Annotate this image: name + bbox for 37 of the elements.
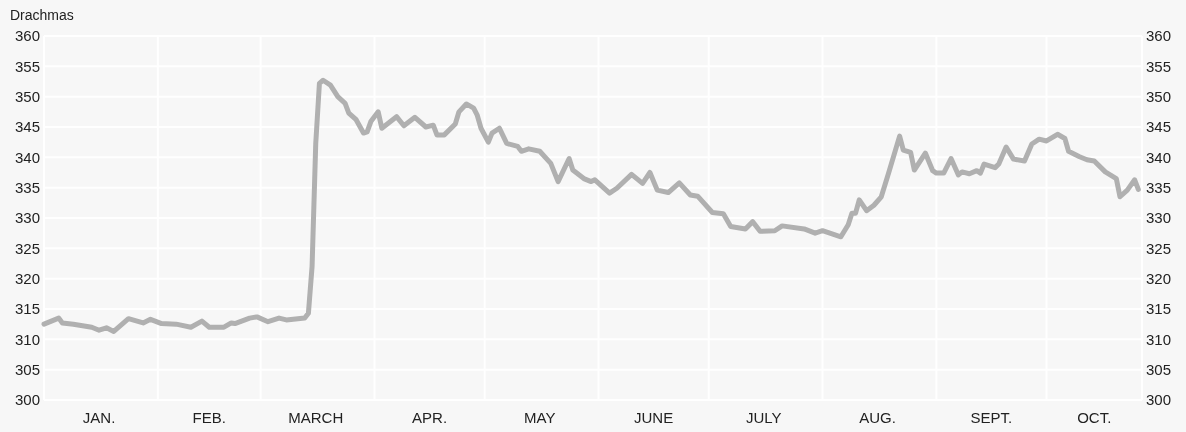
y-tick-label: 330 bbox=[14, 209, 40, 227]
y2-tick-label: 330 bbox=[1146, 209, 1172, 227]
y-tick-label: 350 bbox=[14, 87, 40, 105]
y2-tick-label: 345 bbox=[1146, 118, 1172, 136]
y2-tick-label: 300 bbox=[1146, 391, 1172, 409]
y2-tick-label: 320 bbox=[1146, 269, 1172, 287]
x-tick-label: JUNE bbox=[634, 409, 674, 426]
x-tick-label: SEPT. bbox=[970, 409, 1013, 426]
y-tick-label: 355 bbox=[14, 57, 40, 75]
y2-tick-label: 340 bbox=[1146, 148, 1172, 166]
y-tick-label: 360 bbox=[14, 27, 40, 45]
x-tick-label: JULY bbox=[745, 409, 782, 426]
x-tick-label: OCT. bbox=[1077, 409, 1112, 426]
y-tick-label: 305 bbox=[14, 360, 40, 378]
y2-tick-label: 335 bbox=[1146, 178, 1172, 196]
x-tick-label: MARCH bbox=[288, 409, 344, 426]
x-tick-label: FEB. bbox=[192, 409, 226, 426]
y2-tick-label: 315 bbox=[1146, 300, 1172, 318]
y2-tick-label: 360 bbox=[1146, 27, 1172, 45]
y2-tick-label: 350 bbox=[1146, 87, 1172, 105]
y2-tick-label: 355 bbox=[1146, 57, 1172, 75]
y-tick-label: 320 bbox=[14, 269, 40, 287]
x-tick-label: APR. bbox=[412, 409, 448, 426]
y-tick-label: 325 bbox=[14, 239, 40, 257]
y2-tick-label: 310 bbox=[1146, 330, 1172, 348]
x-tick-label: MAY bbox=[524, 409, 556, 426]
y-tick-label: 345 bbox=[14, 118, 40, 136]
y-tick-label: 340 bbox=[14, 148, 40, 166]
x-tick-label: AUG. bbox=[859, 409, 896, 426]
y2-tick-label: 305 bbox=[1146, 360, 1172, 378]
y-tick-label: 310 bbox=[14, 330, 40, 348]
y-tick-label: 300 bbox=[14, 391, 40, 409]
y-tick-label: 335 bbox=[14, 178, 40, 196]
y2-tick-label: 325 bbox=[1146, 239, 1172, 257]
y-axis-title: Drachmas bbox=[10, 7, 74, 23]
x-tick-label: JAN. bbox=[82, 409, 116, 426]
y-tick-label: 315 bbox=[14, 300, 40, 318]
